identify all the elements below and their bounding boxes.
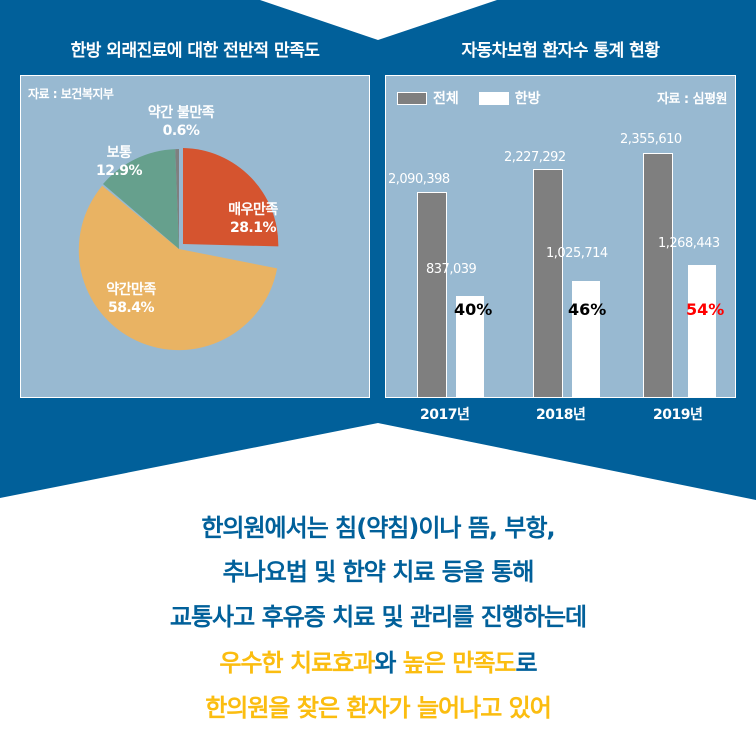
value-2017-total: 2,090,398 — [388, 172, 450, 187]
top-notch — [260, 0, 497, 40]
value-2019-total: 2,355,610 — [620, 132, 682, 147]
pie-slice-very-satisfied — [183, 148, 279, 247]
bar-chart-panel: 전체 한방 자료 : 심평원 2,090,398 837,039 40% 2,2… — [385, 75, 736, 398]
pie-label-somewhat-dissatisfied: 약간 불만족 0.6% — [147, 105, 215, 139]
year-label-2017: 2017년 — [420, 407, 470, 423]
year-label-2019: 2019년 — [653, 407, 703, 423]
bar-2019-hanbang — [688, 265, 716, 397]
message-line-2: 추나요법 및 한약 치료 등을 통해 — [0, 552, 756, 587]
bar-2018-hanbang — [572, 281, 600, 397]
legend-swatch-hanbang — [478, 91, 509, 105]
pie-slice-somewhat-satisfied — [78, 185, 278, 351]
ratio-2017: 40% — [454, 300, 493, 319]
bar-2019-total — [643, 153, 673, 397]
message-connector-with: 로 — [515, 649, 538, 677]
ratio-2019: 54% — [686, 300, 725, 319]
pie-chart-title: 한방 외래진료에 대한 전반적 만족도 — [70, 41, 320, 61]
pie-chart-panel: 자료 : 보건복지부 약간 불만족 0.6% 보통 12.9% 매우만족 28.… — [20, 75, 370, 398]
year-label-2018: 2018년 — [536, 407, 586, 423]
pie-label-somewhat-satisfied: 약간만족 58.4% — [106, 282, 156, 316]
message-line-4: 우수한 치료효과와 높은 만족도로 — [0, 643, 756, 678]
legend-label-total: 전체 — [433, 91, 459, 107]
pie-chart — [78, 148, 279, 351]
legend-label-hanbang: 한방 — [514, 91, 541, 107]
bar-legend: 전체 한방 — [397, 88, 555, 108]
bar-source-label: 자료 : 심평원 — [656, 92, 728, 107]
bottom-white-area — [0, 423, 756, 756]
bar-2018-total — [533, 169, 563, 397]
message-highlight-satisfaction: 높은 만족도 — [402, 649, 517, 677]
pie-slice-somewhat-dissatisfied — [175, 149, 179, 249]
message-line-1-text: 한의원에서는 침(약침)이나 뜸, 부항, — [201, 514, 555, 542]
pie-slice-neutral — [103, 149, 179, 249]
message-connector-and: 와 — [374, 649, 403, 677]
ratio-2018: 46% — [568, 300, 607, 319]
value-2017-hanbang: 837,039 — [426, 262, 477, 277]
bar-2017-hanbang — [456, 296, 484, 397]
message-line-5-text: 한의원을 찾은 환자가 늘어나고 있어 — [205, 694, 552, 722]
message-line-2-text: 추나요법 및 한약 치료 등을 통해 — [222, 558, 535, 586]
bar-chart-title: 자동차보험 환자수 통계 현황 — [461, 41, 660, 61]
pie-label-neutral: 보통 12.9% — [95, 145, 143, 179]
legend-swatch-total — [397, 91, 427, 105]
message-line-3-text: 교통사고 후유증 치료 및 관리를 진행하는데 — [169, 603, 587, 631]
value-2018-hanbang: 1,025,714 — [546, 246, 608, 261]
pie-label-very-satisfied: 매우만족 28.1% — [228, 202, 278, 236]
message-highlight-effect: 우수한 치료효과 — [219, 649, 375, 677]
message-line-3: 교통사고 후유증 치료 및 관리를 진행하는데 — [0, 597, 756, 632]
bar-2017-total — [417, 192, 447, 397]
pie-source-label: 자료 : 보건복지부 — [28, 87, 114, 101]
message-line-1: 한의원에서는 침(약침)이나 뜸, 부항, — [0, 508, 756, 543]
value-2019-hanbang: 1,268,443 — [658, 236, 720, 251]
value-2018-total: 2,227,292 — [504, 150, 566, 165]
message-line-5: 한의원을 찾은 환자가 늘어나고 있어 — [0, 688, 756, 723]
